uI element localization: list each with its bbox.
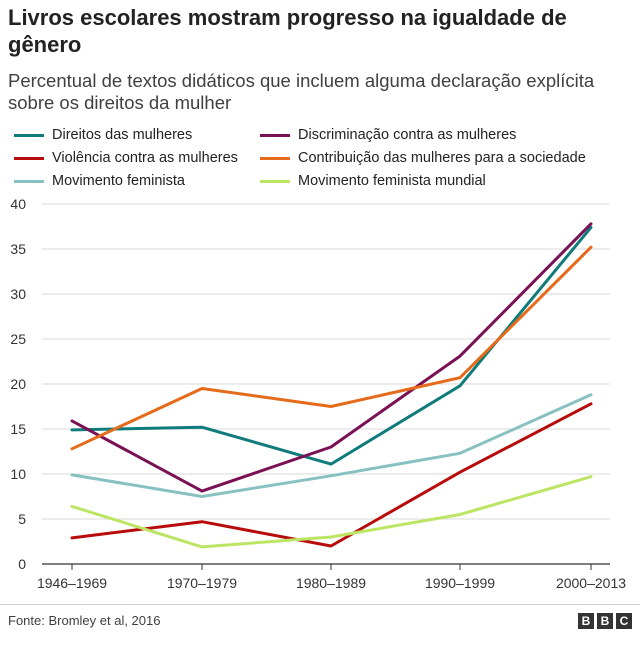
series-line-1	[70, 222, 593, 493]
legend-swatch	[14, 133, 44, 137]
x-tick-label: 1946–1969	[37, 575, 107, 591]
gridlines	[42, 203, 610, 565]
x-tick-label: 2000–2013	[556, 575, 626, 591]
bbc-logo: B B C	[578, 613, 632, 629]
line-chart: 0 5 10 15 20 25 30 35 40 1946–1969 1970–1979 1980–…	[10, 196, 626, 591]
x-tick-label: 1990–1999	[425, 575, 495, 591]
y-tick-label: 10	[10, 466, 26, 482]
y-tick-label: 25	[10, 331, 26, 347]
legend-swatch	[260, 156, 290, 160]
x-tick-label: 1980–1989	[296, 575, 366, 591]
x-tick-label: 1970–1979	[167, 575, 237, 591]
series-line-5	[70, 475, 593, 549]
series-line-3	[70, 245, 593, 451]
legend-item-direitos: Direitos das mulheres	[14, 124, 192, 146]
logo-letter: B	[597, 613, 613, 629]
logo-letter: C	[616, 613, 632, 629]
legend-item-contribuicao: Contribuição das mulheres para a socieda…	[260, 147, 586, 169]
y-tick-label: 35	[10, 241, 26, 257]
legend-label: Movimento feminista mundial	[298, 173, 486, 189]
legend-item-violencia: Violência contra as mulheres	[14, 147, 238, 169]
y-tick-label: 40	[10, 196, 26, 212]
source-note: Fonte: Bromley et al, 2016	[8, 613, 161, 628]
footer-divider	[0, 604, 640, 605]
legend-item-mundial: Movimento feminista mundial	[260, 170, 486, 192]
logo-letter: B	[578, 613, 594, 629]
chart-subtitle: Percentual de textos didáticos que inclu…	[8, 70, 595, 113]
x-axis: 1946–1969 1970–1979 1980–1989 1990–1999 2000…	[37, 564, 626, 591]
chart-title: Livros escolares mostram progresso na ig…	[8, 5, 567, 57]
series-lines	[70, 222, 593, 549]
y-axis-ticks: 0 5 10 15 20 25 30 35 40	[10, 196, 26, 572]
y-tick-label: 0	[18, 556, 26, 572]
series-line-2	[70, 402, 593, 548]
legend-label: Discriminação contra as mulheres	[298, 127, 517, 143]
legend-swatch	[260, 133, 290, 137]
y-tick-label: 20	[10, 376, 26, 392]
legend: Direitos das mulheres Violência contra a…	[14, 124, 634, 196]
legend-item-discriminacao: Discriminação contra as mulheres	[260, 124, 516, 146]
legend-label: Movimento feminista	[52, 173, 185, 189]
legend-label: Violência contra as mulheres	[52, 150, 238, 166]
y-tick-label: 30	[10, 286, 26, 302]
legend-label: Direitos das mulheres	[52, 127, 193, 143]
legend-swatch	[14, 156, 44, 160]
legend-swatch	[260, 179, 290, 183]
y-tick-label: 5	[18, 511, 26, 527]
y-tick-label: 15	[10, 421, 26, 437]
series-line-4	[70, 393, 593, 498]
legend-item-movimento: Movimento feminista	[14, 170, 185, 192]
legend-swatch	[14, 179, 44, 183]
legend-label: Contribuição das mulheres para a socieda…	[298, 150, 586, 166]
